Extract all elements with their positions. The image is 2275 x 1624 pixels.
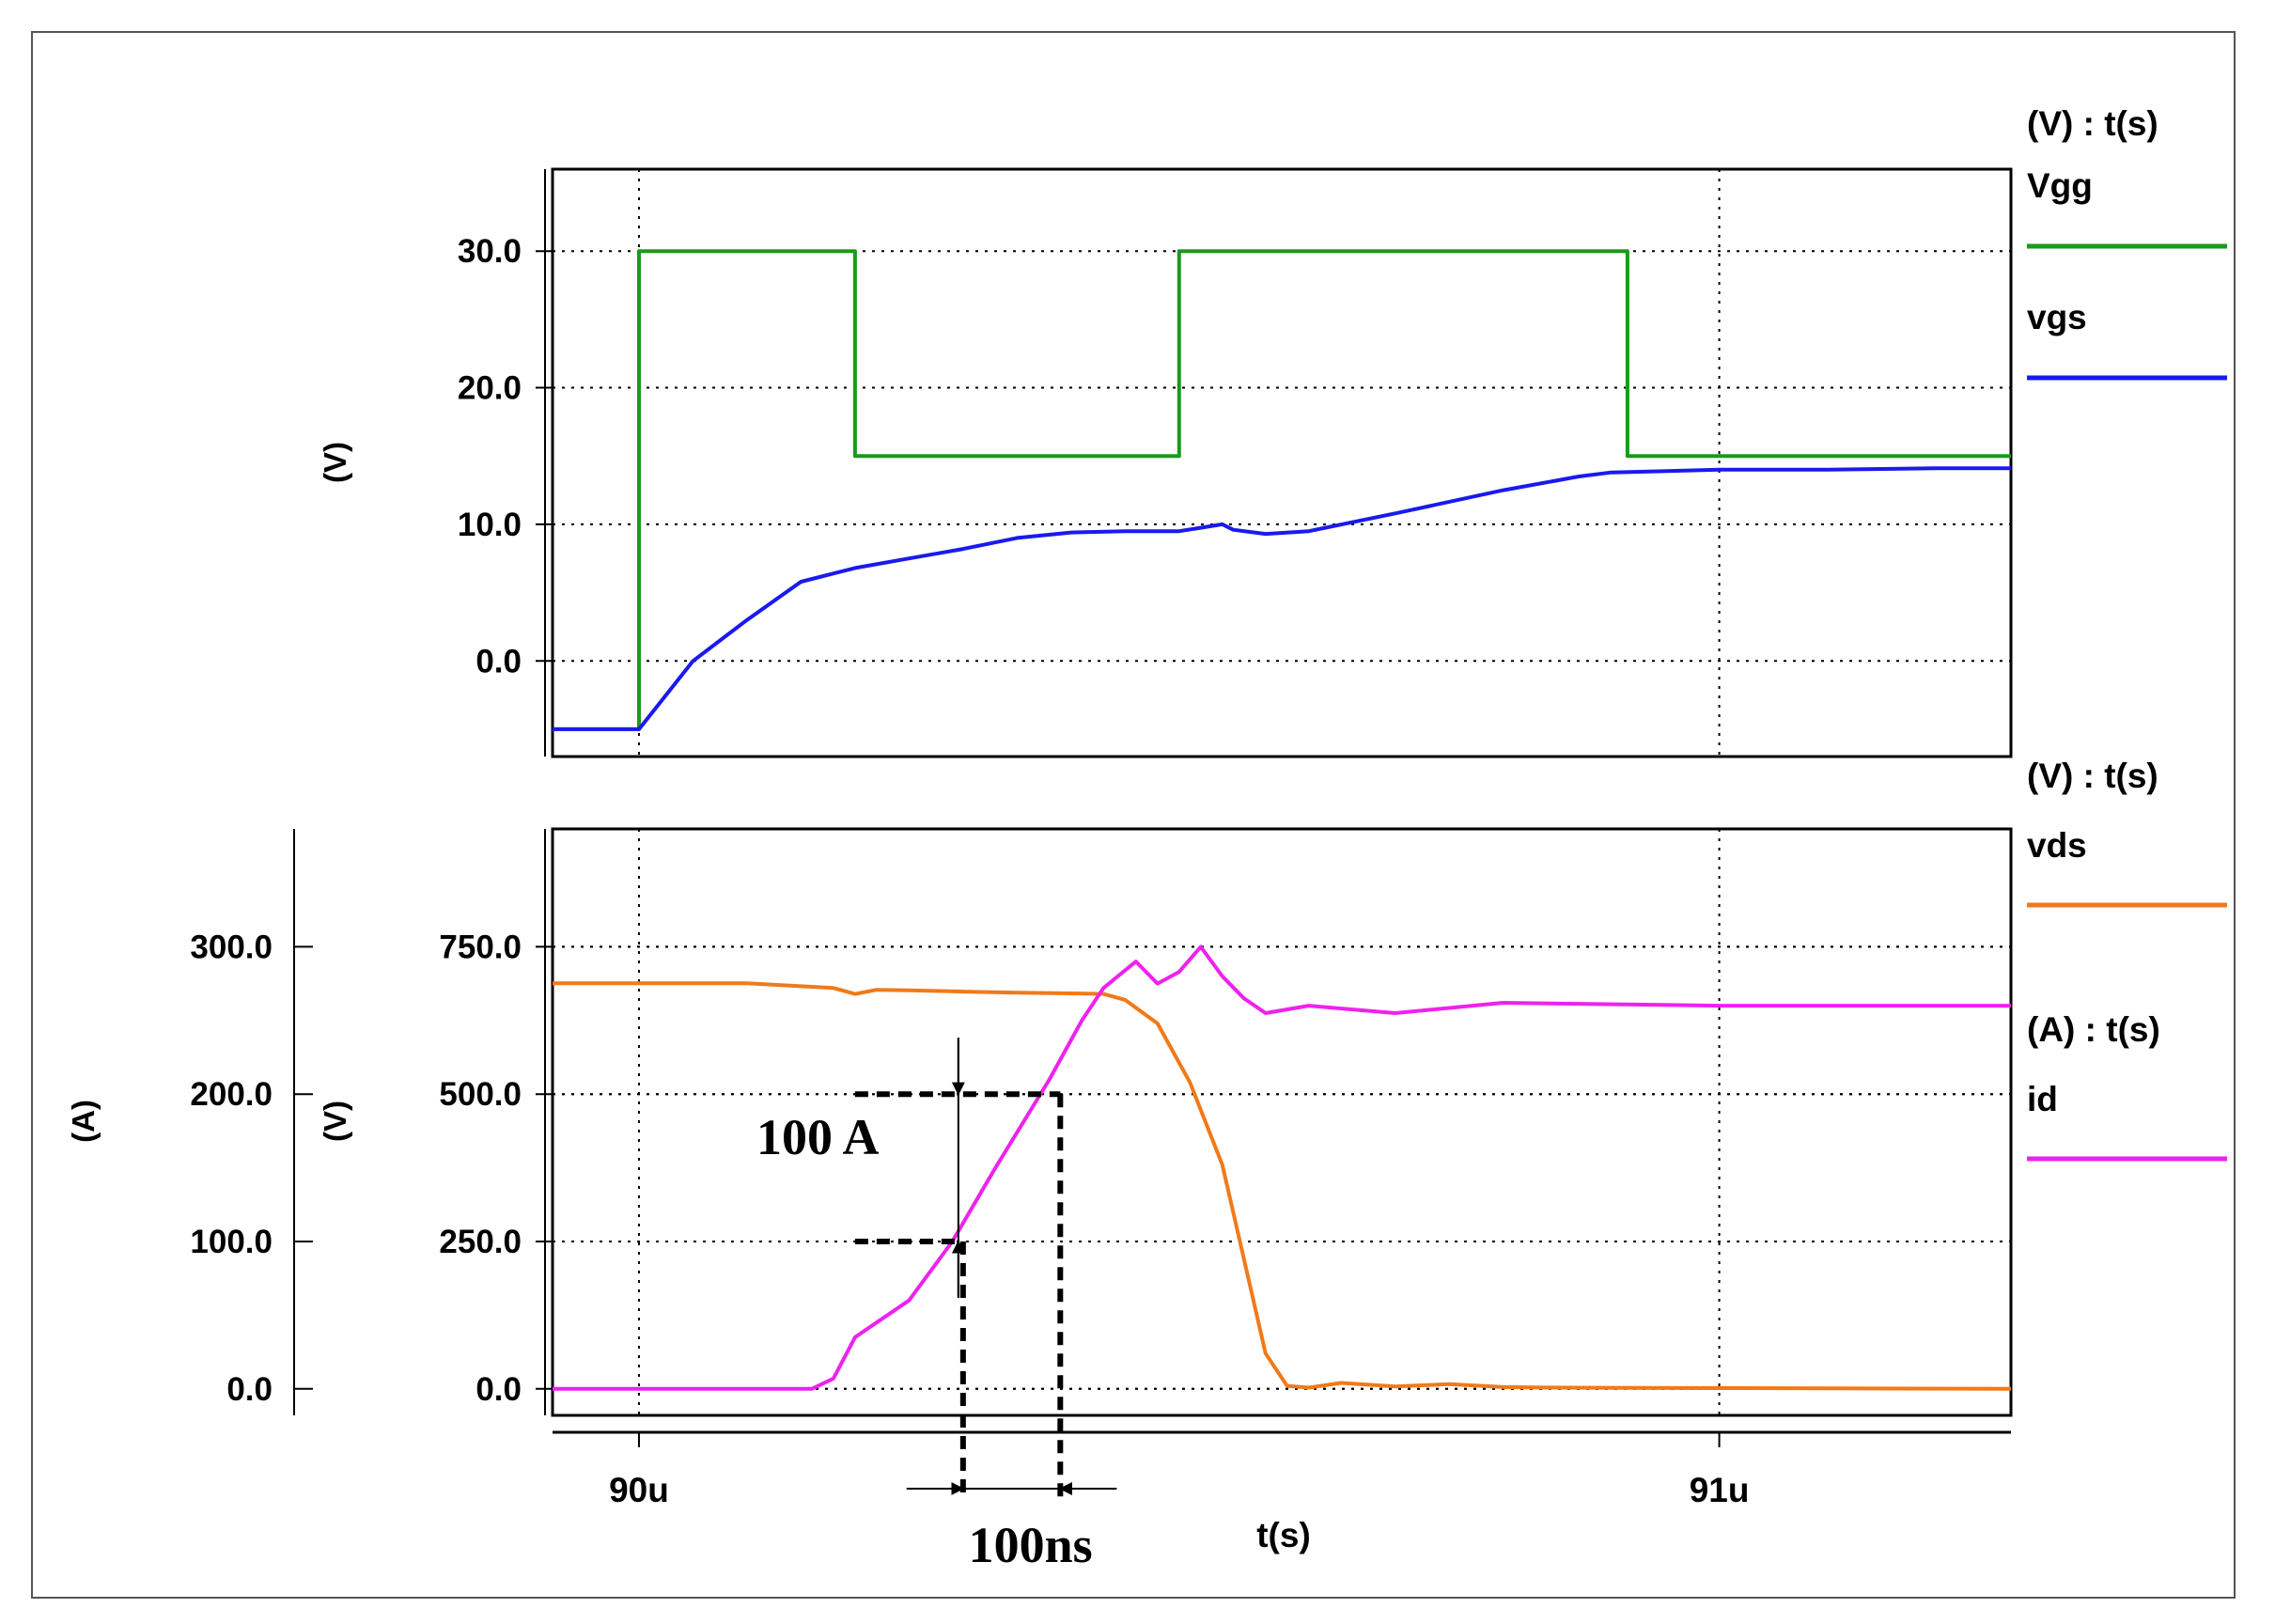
bottom-x-tick-labels: 90u 91u [609,1471,1749,1509]
series-line-vgs [553,466,2011,731]
legend-header-vds: (V) : t(s) [2027,757,2158,795]
legend-label-vgs: vgs [2027,298,2087,336]
annotation-label-current: 100 A [756,1109,880,1165]
x-axis-label: t(s) [1256,1516,1311,1554]
top-legend-header: (V) : t(s) [2027,104,2158,143]
bottom-y-tick-label: 250.0 [439,1224,522,1260]
legend-header-id: (A) : t(s) [2027,1010,2160,1049]
top-y-tick-label: 0.0 [475,643,522,679]
bottom-y-tick-labels: 0.0 250.0 500.0 750.0 [439,929,522,1407]
bottom-secondary-y-axis-label: (A) [66,1100,101,1143]
top-plot-panel: 0.0 10.0 20.0 30.0 (V) (V) : t(s) Vgg vgs [318,104,2227,758]
x-tick-label: 90u [609,1471,669,1509]
top-y-tick-labels: 0.0 10.0 20.0 30.0 [458,233,522,679]
top-series-lines [553,249,2011,731]
x-tick-label: 91u [1690,1471,1750,1509]
top-y-axis-label: (V) [318,442,352,483]
measurement-annotations: 100 A 100ns [756,1038,1117,1573]
secondary-y-tick-label: 200.0 [190,1076,273,1113]
bottom-plot-frame [551,827,2013,1417]
top-plot-frame [551,167,2013,758]
bottom-plot-panel: 0.0 250.0 500.0 750.0 0.0 100.0 200.0 300.0 90… [66,757,2227,1573]
bottom-y-tick-label: 500.0 [439,1076,522,1113]
series-line-id [553,945,2011,1391]
bottom-y-tick-label: 0.0 [475,1371,522,1408]
annotation-label-time: 100ns [969,1517,1093,1573]
bottom-y-axis-label: (V) [318,1101,352,1142]
bottom-y-tick-label: 750.0 [439,929,522,965]
secondary-y-tick-label: 0.0 [226,1371,273,1408]
top-y-tick-label: 10.0 [458,507,522,543]
legend-label-vds: vds [2027,826,2087,865]
top-y-tick-label: 20.0 [458,370,522,407]
series-line-vgg [553,249,2011,731]
bottom-legend: (V) : t(s) vds (A) : t(s) id [2027,757,2227,1162]
legend-label-vgg: Vgg [2027,166,2093,205]
secondary-y-tick-label: 300.0 [190,929,273,965]
top-y-tick-label: 30.0 [458,233,522,270]
secondary-y-tick-label: 100.0 [190,1224,273,1260]
bottom-secondary-y-tick-labels: 0.0 100.0 200.0 300.0 [190,929,273,1407]
top-legend: Vgg vgs [2027,166,2227,381]
series-line-vds [553,981,2012,1391]
legend-label-id: id [2027,1080,2058,1118]
bottom-series-lines [553,945,2012,1391]
bottom-gridlines [294,829,2011,1447]
